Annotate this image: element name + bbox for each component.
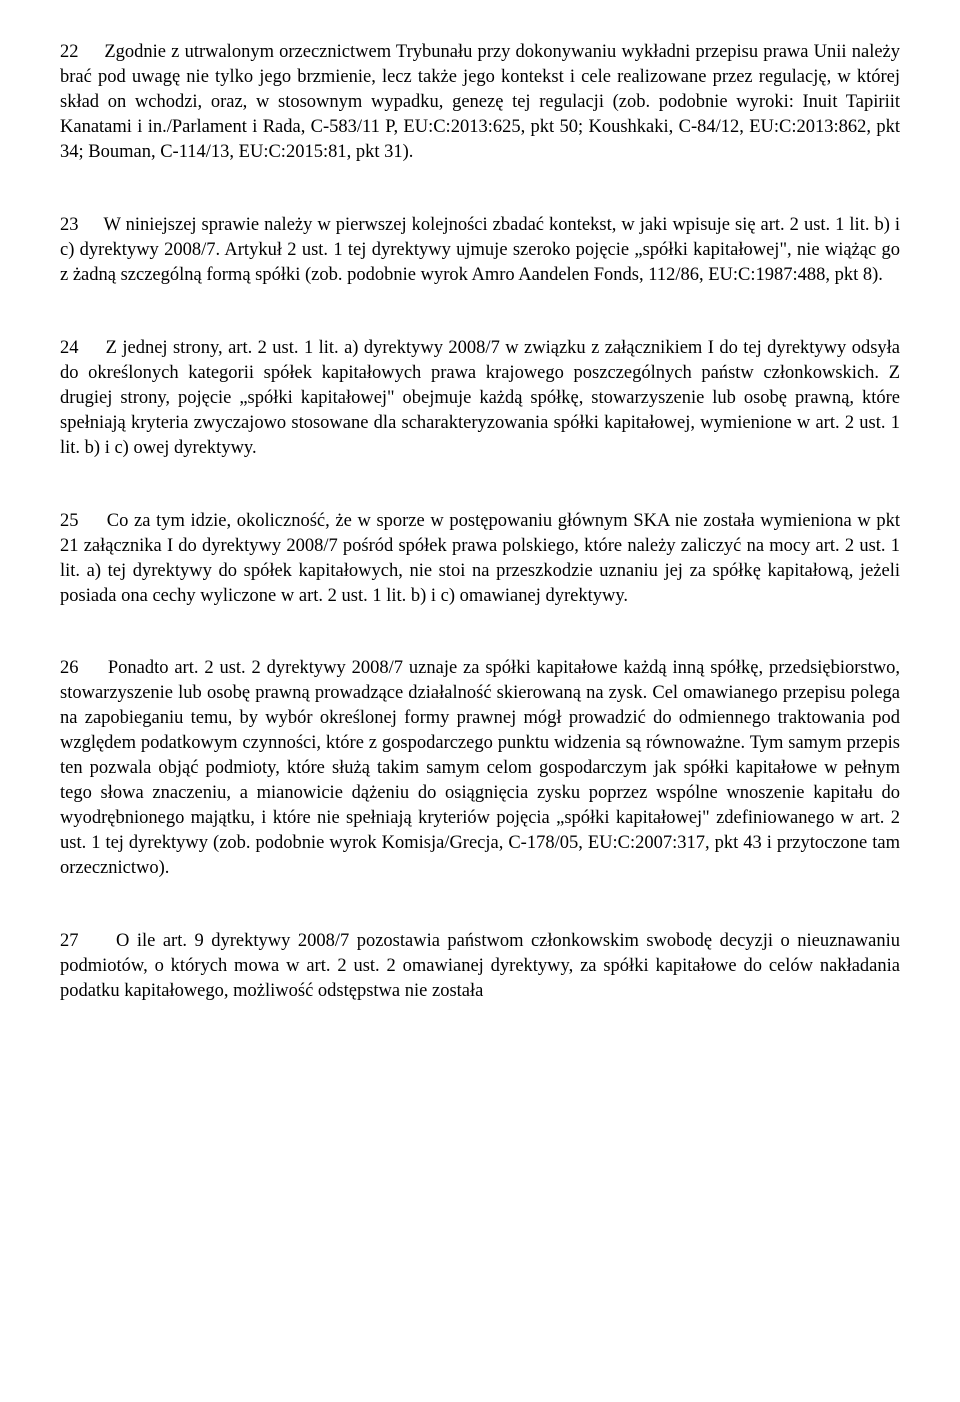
paragraph-25: 25 Co za tym idzie, okoliczność, że w sp…: [60, 509, 900, 609]
paragraph-number: 22: [60, 42, 79, 62]
paragraph-number: 27: [60, 931, 79, 951]
paragraph-text: Z jednej strony, art. 2 ust. 1 lit. a) d…: [60, 338, 900, 458]
paragraph-26: 26 Ponadto art. 2 ust. 2 dyrektywy 2008/…: [60, 656, 900, 881]
paragraph-number: 26: [60, 658, 79, 678]
paragraph-text: Co za tym idzie, okoliczność, że w sporz…: [60, 511, 900, 606]
paragraph-24: 24 Z jednej strony, art. 2 ust. 1 lit. a…: [60, 336, 900, 461]
paragraph-27: 27 O ile art. 9 dyrektywy 2008/7 pozosta…: [60, 929, 900, 1004]
paragraph-22: 22 Zgodnie z utrwalonym orzecznictwem Tr…: [60, 40, 900, 165]
paragraph-text: W niniejszej sprawie należy w pierwszej …: [60, 215, 900, 285]
paragraph-number: 25: [60, 511, 79, 531]
paragraph-number: 23: [60, 215, 79, 235]
paragraph-text: O ile art. 9 dyrektywy 2008/7 pozostawia…: [60, 931, 900, 1001]
paragraph-number: 24: [60, 338, 79, 358]
paragraph-23: 23 W niniejszej sprawie należy w pierwsz…: [60, 213, 900, 288]
paragraph-text: Zgodnie z utrwalonym orzecznictwem Trybu…: [60, 42, 900, 162]
paragraph-text: Ponadto art. 2 ust. 2 dyrektywy 2008/7 u…: [60, 658, 900, 878]
